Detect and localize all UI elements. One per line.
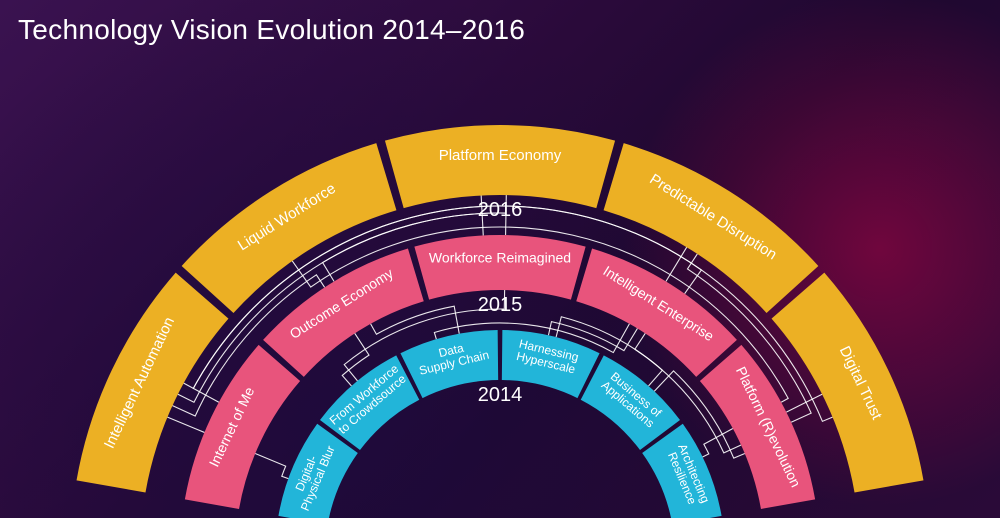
segment	[263, 249, 424, 377]
segment	[576, 249, 737, 377]
segment	[700, 345, 815, 509]
connector-line	[666, 247, 687, 281]
segment	[385, 125, 615, 208]
connector-line	[255, 454, 288, 479]
ring-2014: Digital-Physical BlurFrom Workforceto Cr…	[278, 330, 721, 518]
year-label: 2015	[478, 294, 523, 316]
segment	[414, 235, 585, 300]
ring-2015: Internet of MeOutcome EconomyWorkforce R…	[185, 235, 815, 509]
segment	[320, 355, 419, 450]
arc-diagram: Digital-Physical BlurFrom Workforceto Cr…	[0, 0, 1000, 518]
year-label: 2016	[478, 199, 523, 221]
connector-line	[167, 417, 204, 432]
year-label: 2014	[478, 384, 523, 406]
segment	[185, 345, 300, 509]
segment	[581, 355, 680, 450]
connector-line	[703, 428, 733, 456]
